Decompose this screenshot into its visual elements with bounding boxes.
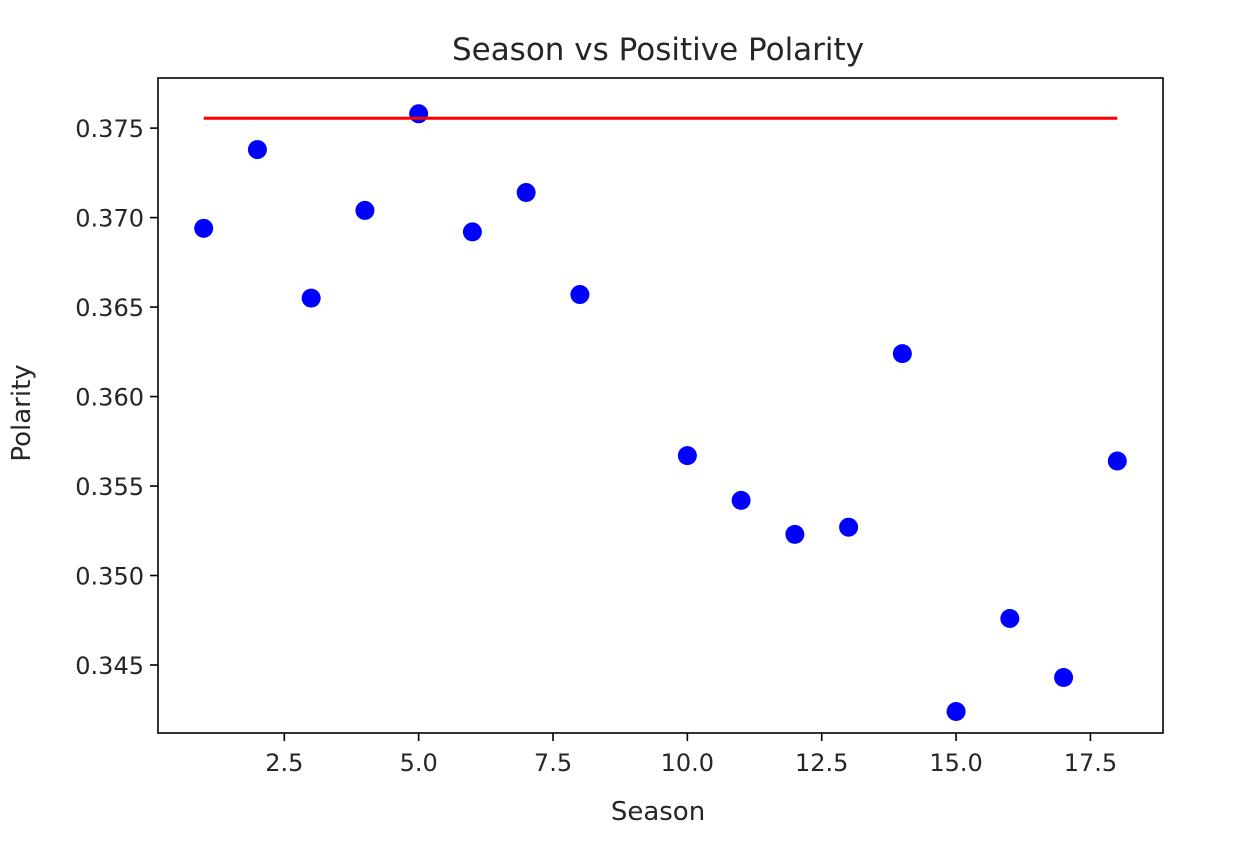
y-tick-label-1: 0.345 (75, 652, 144, 680)
data-point-9 (677, 446, 697, 466)
data-point-1 (194, 218, 214, 238)
x-tick-label-1: 2.5 (265, 749, 303, 777)
y-axis-title: Polarity (7, 364, 37, 461)
data-point-16 (1054, 668, 1074, 688)
y-tick-label-2: 0.350 (75, 563, 144, 591)
axes: 2.5 5.0 7.5 10.0 12.5 15.0 17.5 0.345 0.350 0.355… (75, 77, 1164, 777)
data-point-7 (516, 183, 536, 203)
data-point-14 (946, 702, 966, 722)
data-point-15 (1000, 608, 1020, 628)
data-point-4 (355, 200, 375, 220)
plot-area (158, 78, 1163, 733)
data-point-13 (892, 344, 912, 364)
x-tick-label-4: 10.0 (661, 749, 714, 777)
x-tick-label-7: 17.5 (1064, 749, 1117, 777)
plot-background (158, 78, 1163, 733)
data-point-3 (301, 288, 321, 308)
y-tick-label-5: 0.365 (75, 294, 144, 322)
data-point-8 (570, 285, 590, 305)
y-tick-label-3: 0.355 (75, 473, 144, 501)
data-marks (194, 104, 1127, 722)
data-point-11 (785, 524, 805, 544)
x-tick-label-5: 12.5 (795, 749, 848, 777)
x-axis-title: Season (611, 797, 705, 827)
axes-frame (157, 77, 1164, 734)
x-tick-label-3: 7.5 (534, 749, 572, 777)
x-tick-label-2: 5.0 (400, 749, 438, 777)
data-point-6 (462, 222, 482, 242)
data-point-10 (731, 490, 751, 510)
x-tick-label-6: 15.0 (929, 749, 982, 777)
y-tick-label-7: 0.375 (75, 115, 144, 143)
data-point-12 (839, 517, 859, 537)
y-tick-label-4: 0.360 (75, 384, 144, 412)
data-point-17 (1107, 451, 1127, 471)
data-point-2 (247, 140, 267, 160)
chart-title: Season vs Positive Polarity (452, 32, 864, 68)
y-tick-label-6: 0.370 (75, 205, 144, 233)
data-point-5 (409, 104, 429, 124)
